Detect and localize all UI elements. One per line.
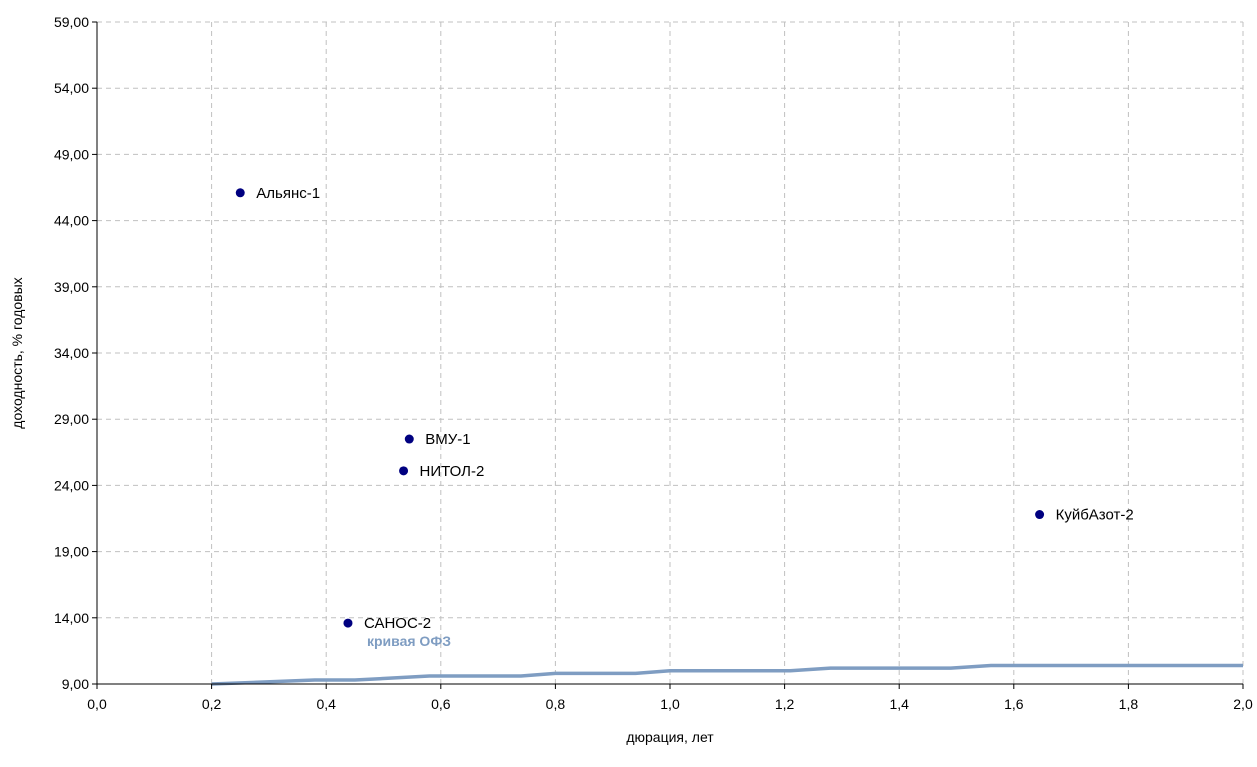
x-tick-label: 1,2 bbox=[775, 696, 795, 712]
ofz-curve-layer bbox=[211, 663, 1243, 686]
x-tick-label: 0,4 bbox=[316, 696, 336, 712]
y-tick-label: 29,00 bbox=[54, 411, 89, 427]
ofz-curve-line bbox=[211, 663, 1243, 686]
data-point bbox=[235, 188, 245, 198]
y-tick-label: 9,00 bbox=[62, 676, 89, 692]
data-point-label: Альянс-1 bbox=[256, 185, 320, 202]
x-tick-label: 1,0 bbox=[660, 696, 680, 712]
y-tick-label: 24,00 bbox=[54, 477, 89, 493]
y-axis-title: доходность, % годовых bbox=[9, 277, 25, 428]
x-tick-label: 0,6 bbox=[431, 696, 451, 712]
x-tick-label: 2,0 bbox=[1233, 696, 1253, 712]
y-tick-labels: 9,00 14,00 19,00 24,00 29,00 34,00 39,00 44,00 4… bbox=[54, 14, 97, 692]
grid-lines bbox=[97, 21, 1244, 684]
y-tick-label: 19,00 bbox=[54, 544, 89, 560]
data-point-label: ВМУ-1 bbox=[425, 431, 470, 448]
x-tick-label: 1,8 bbox=[1119, 696, 1139, 712]
y-tick-label: 54,00 bbox=[54, 80, 89, 96]
x-tick-label: 1,6 bbox=[1004, 696, 1024, 712]
y-tick-label: 59,00 bbox=[54, 14, 89, 30]
x-tick-label: 0,2 bbox=[202, 696, 222, 712]
data-point bbox=[399, 466, 409, 476]
y-tick-label: 44,00 bbox=[54, 213, 89, 229]
x-tick-label: 0,8 bbox=[546, 696, 566, 712]
x-tick-labels: 0,0 0,2 0,4 0,6 0,8 1,0 1,2 1,4 1,6 1,8 2,0 bbox=[87, 684, 1253, 712]
y-tick-label: 49,00 bbox=[54, 146, 89, 162]
x-tick-label: 1,4 bbox=[889, 696, 909, 712]
data-point bbox=[343, 618, 353, 628]
ofz-curve-label: кривая ОФЗ bbox=[367, 633, 451, 649]
y-tick-label: 34,00 bbox=[54, 345, 89, 361]
data-point bbox=[1035, 510, 1045, 520]
y-tick-label: 14,00 bbox=[54, 610, 89, 626]
data-point-label: КуйбАзот-2 bbox=[1056, 507, 1134, 524]
data-point-label: НИТОЛ-2 bbox=[420, 463, 485, 480]
data-point bbox=[404, 434, 414, 444]
data-point-label: САНОС-2 bbox=[364, 615, 431, 632]
data-points: Альянс-1 ВМУ-1 НИТОЛ-2 КуйбАзот-2 САНОС-2 bbox=[235, 185, 1134, 632]
x-axis-title: дюрация, лет bbox=[626, 729, 714, 745]
y-tick-label: 39,00 bbox=[54, 279, 89, 295]
x-tick-label: 0,0 bbox=[87, 696, 107, 712]
